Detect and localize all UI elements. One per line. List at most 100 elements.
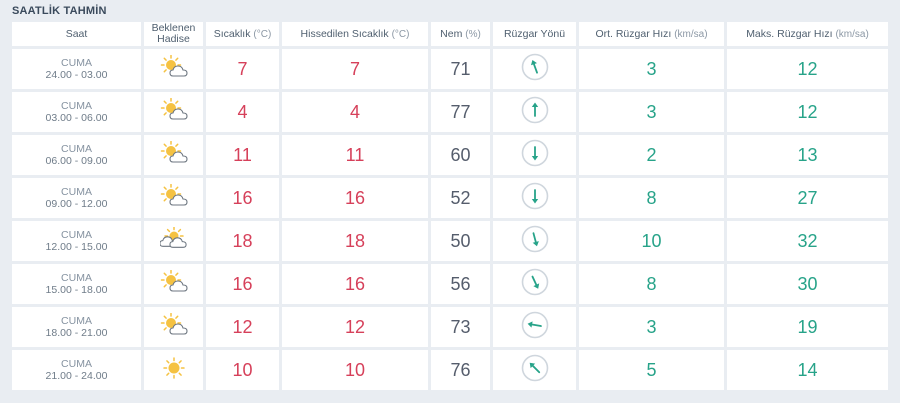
time-range: 21.00 - 24.00 [45, 370, 108, 382]
max-wind-value: 14 [797, 359, 818, 380]
feels-like-cell: 12 [282, 307, 428, 347]
feels-like-value: 18 [344, 230, 366, 251]
feels-like-value: 16 [344, 187, 366, 208]
avg-wind-cell: 3 [579, 92, 724, 132]
header-temperature: Sıcaklık (°C) [206, 22, 279, 46]
table-row: CUMA 24.00 - 03.00 7 7 71 3 12 [12, 49, 888, 89]
max-wind-cell: 12 [727, 49, 888, 89]
wind-direction-cell [493, 221, 576, 261]
avg-wind-cell: 2 [579, 135, 724, 175]
feels-like-cell: 7 [282, 49, 428, 89]
humidity-value: 76 [450, 359, 471, 380]
wind-direction-arrow-icon [521, 354, 549, 382]
feels-like-cell: 11 [282, 135, 428, 175]
avg-wind-value: 3 [646, 101, 657, 122]
avg-wind-cell: 10 [579, 221, 724, 261]
temperature-cell: 11 [206, 135, 279, 175]
humidity-value: 71 [450, 58, 471, 79]
temperature-cell: 16 [206, 264, 279, 304]
max-wind-cell: 12 [727, 92, 888, 132]
table-row: CUMA 15.00 - 18.00 16 16 56 8 30 [12, 264, 888, 304]
humidity-cell: 76 [431, 350, 490, 390]
time-range: 18.00 - 21.00 [45, 327, 108, 339]
header-avg-wind-speed: Ort. Rüzgar Hızı (km/sa) [579, 22, 724, 46]
temperature-cell: 10 [206, 350, 279, 390]
max-wind-cell: 19 [727, 307, 888, 347]
max-wind-value: 32 [797, 230, 818, 251]
feels-like-value: 11 [345, 144, 365, 165]
time-cell: CUMA 03.00 - 06.00 [12, 92, 141, 132]
humidity-value: 52 [450, 187, 471, 208]
day-label: CUMA [61, 186, 92, 198]
temperature-value: 10 [232, 359, 253, 380]
avg-wind-value: 2 [646, 144, 657, 165]
day-label: CUMA [61, 315, 92, 327]
temperature-value: 4 [237, 101, 248, 122]
condition-cell [144, 264, 203, 304]
header-humidity: Nem (%) [431, 22, 490, 46]
time-cell: CUMA 12.00 - 15.00 [12, 221, 141, 261]
table-row: CUMA 03.00 - 06.00 4 4 77 3 12 [12, 92, 888, 132]
header-time: Saat [12, 22, 141, 46]
wind-direction-arrow-icon [521, 53, 549, 81]
max-wind-cell: 14 [727, 350, 888, 390]
time-cell: CUMA 06.00 - 09.00 [12, 135, 141, 175]
time-range: 06.00 - 09.00 [45, 155, 108, 167]
wind-direction-arrow-icon [521, 96, 549, 124]
avg-wind-cell: 8 [579, 264, 724, 304]
feels-like-cell: 16 [282, 264, 428, 304]
temperature-value: 7 [237, 58, 248, 79]
partly-cloudy-icon [160, 97, 188, 122]
sunny-icon [160, 356, 188, 380]
feels-like-value: 10 [344, 359, 366, 380]
partly-cloudy-icon [160, 183, 188, 208]
temperature-cell: 16 [206, 178, 279, 218]
feels-like-value: 12 [344, 316, 366, 337]
wind-direction-cell [493, 92, 576, 132]
avg-wind-value: 5 [646, 359, 657, 380]
condition-cell [144, 307, 203, 347]
wind-direction-cell [493, 307, 576, 347]
avg-wind-cell: 5 [579, 350, 724, 390]
avg-wind-cell: 3 [579, 49, 724, 89]
day-label: CUMA [61, 57, 92, 69]
avg-wind-value: 8 [646, 187, 657, 208]
avg-wind-value: 10 [641, 230, 662, 251]
wind-direction-cell [493, 350, 576, 390]
day-label: CUMA [61, 229, 92, 241]
temperature-cell: 18 [206, 221, 279, 261]
condition-cell [144, 135, 203, 175]
max-wind-cell: 13 [727, 135, 888, 175]
max-wind-value: 27 [797, 187, 818, 208]
day-label: CUMA [61, 143, 92, 155]
avg-wind-cell: 3 [579, 307, 724, 347]
wind-direction-arrow-icon [521, 311, 549, 339]
feels-like-cell: 18 [282, 221, 428, 261]
max-wind-cell: 30 [727, 264, 888, 304]
max-wind-value: 13 [797, 144, 818, 165]
temperature-value: 18 [232, 230, 253, 251]
max-wind-value: 19 [797, 316, 818, 337]
feels-like-cell: 4 [282, 92, 428, 132]
time-cell: CUMA 24.00 - 03.00 [12, 49, 141, 89]
wind-direction-cell [493, 49, 576, 89]
max-wind-cell: 27 [727, 178, 888, 218]
max-wind-value: 12 [797, 58, 818, 79]
condition-cell [144, 350, 203, 390]
feels-like-cell: 16 [282, 178, 428, 218]
partly-cloudy-icon [160, 54, 188, 79]
partly-cloudy-icon [160, 312, 188, 337]
temperature-cell: 4 [206, 92, 279, 132]
table-row: CUMA 06.00 - 09.00 11 11 60 2 13 [12, 135, 888, 175]
temperature-cell: 12 [206, 307, 279, 347]
table-header-row: Saat Beklenen Hadise Sıcaklık (°C) Hissed… [12, 22, 888, 46]
hourly-forecast-table: Saat Beklenen Hadise Sıcaklık (°C) Hissed… [9, 19, 891, 393]
table-row: CUMA 12.00 - 15.00 18 18 50 10 32 [12, 221, 888, 261]
section-title: SAATLİK TAHMİN [12, 5, 107, 17]
wind-direction-arrow-icon [521, 182, 549, 210]
table-row: CUMA 18.00 - 21.00 12 12 73 3 19 [12, 307, 888, 347]
time-range: 15.00 - 18.00 [45, 284, 108, 296]
feels-like-cell: 10 [282, 350, 428, 390]
wind-direction-cell [493, 264, 576, 304]
feels-like-value: 7 [349, 58, 360, 79]
